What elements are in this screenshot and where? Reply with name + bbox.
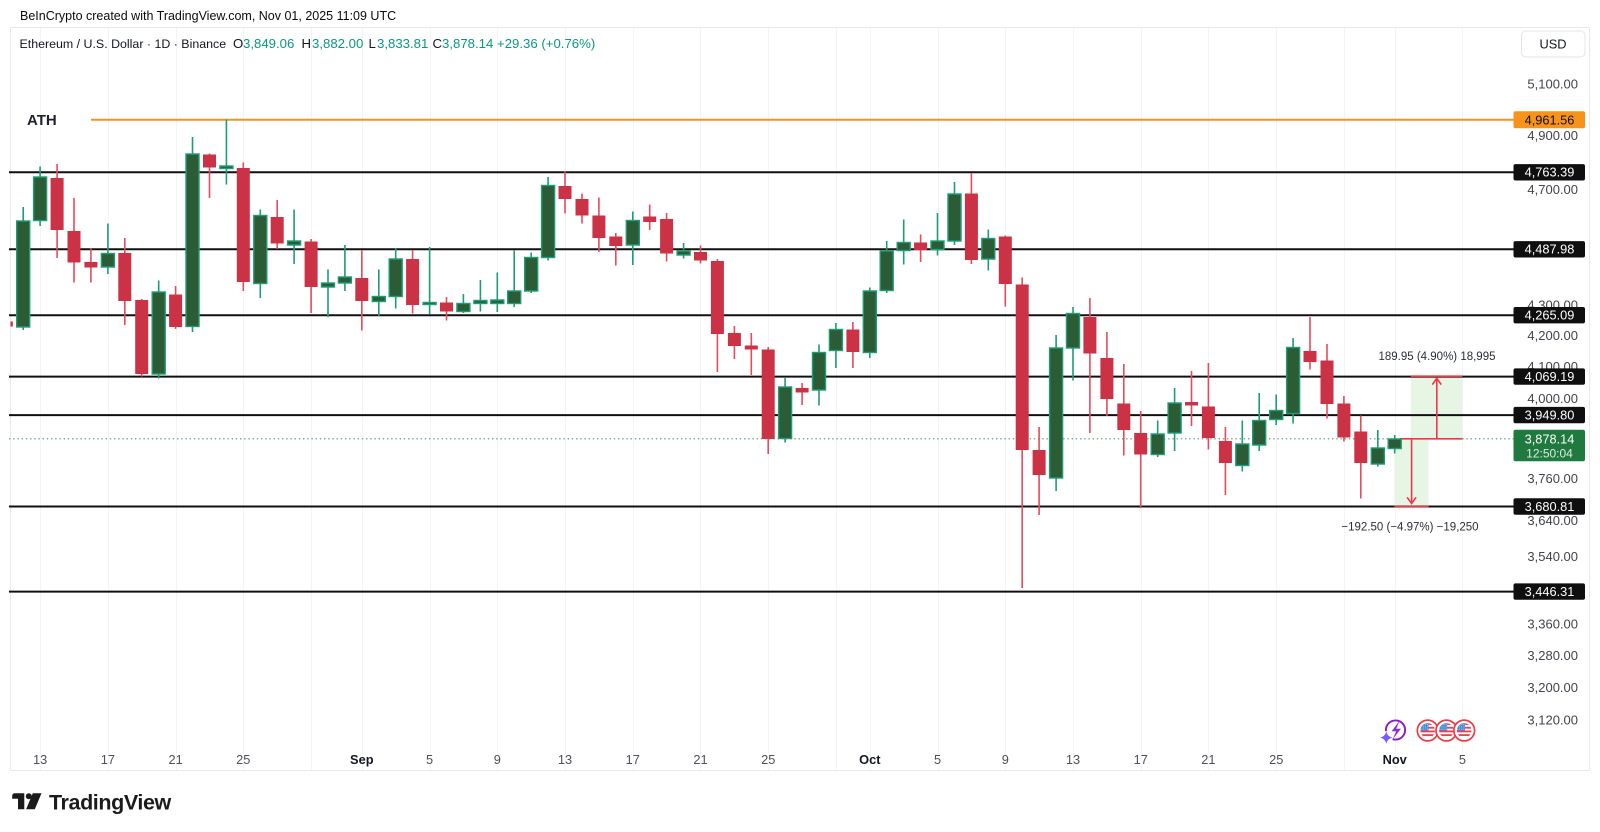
svg-text:12:50:04: 12:50:04 — [1526, 447, 1573, 461]
svg-text:Sep: Sep — [350, 752, 374, 767]
svg-text:3,949.80: 3,949.80 — [1525, 408, 1575, 423]
svg-text:5: 5 — [1459, 752, 1466, 767]
svg-text:H: H — [302, 36, 312, 51]
svg-text:13: 13 — [558, 752, 572, 767]
svg-text:9: 9 — [494, 752, 501, 767]
svg-text:3,280.00: 3,280.00 — [1527, 648, 1578, 663]
svg-text:17: 17 — [101, 752, 115, 767]
svg-text:+29.36 (+0.76%): +29.36 (+0.76%) — [497, 36, 595, 51]
svg-text:USD: USD — [1539, 36, 1566, 51]
svg-text:3,120.00: 3,120.00 — [1527, 713, 1578, 728]
svg-text:Ethereum / U.S. Dollar · 1D ·: Ethereum / U.S. Dollar · 1D · Binance — [20, 37, 227, 51]
svg-text:5: 5 — [426, 752, 433, 767]
svg-text:4,200.00: 4,200.00 — [1527, 328, 1578, 343]
svg-text:TradingView: TradingView — [49, 790, 172, 814]
svg-text:Oct: Oct — [859, 752, 881, 767]
svg-text:4,763.39: 4,763.39 — [1525, 165, 1575, 180]
svg-text:4,900.00: 4,900.00 — [1527, 128, 1578, 143]
svg-text:5,100.00: 5,100.00 — [1527, 76, 1578, 91]
svg-text:4,487.98: 4,487.98 — [1525, 242, 1575, 257]
svg-text:3,760.00: 3,760.00 — [1527, 471, 1578, 486]
svg-text:3,878.14: 3,878.14 — [442, 36, 493, 51]
svg-text:13: 13 — [33, 752, 47, 767]
svg-text:4,700.00: 4,700.00 — [1527, 182, 1578, 197]
svg-text:3,833.81: 3,833.81 — [377, 36, 428, 51]
svg-text:21: 21 — [693, 752, 707, 767]
svg-text:4,069.19: 4,069.19 — [1525, 369, 1575, 384]
svg-text:3,446.31: 3,446.31 — [1525, 584, 1575, 599]
svg-text:3,878.14: 3,878.14 — [1525, 431, 1575, 446]
svg-text:3,882.00: 3,882.00 — [312, 36, 363, 51]
svg-text:25: 25 — [236, 752, 250, 767]
svg-text:3,680.81: 3,680.81 — [1525, 499, 1575, 514]
svg-text:3,849.06: 3,849.06 — [243, 36, 294, 51]
svg-text:17: 17 — [1134, 752, 1148, 767]
svg-text:Nov: Nov — [1383, 752, 1408, 767]
svg-text:3,360.00: 3,360.00 — [1527, 617, 1578, 632]
svg-text:17: 17 — [626, 752, 640, 767]
svg-text:L: L — [369, 36, 376, 51]
svg-text:ATH: ATH — [27, 112, 57, 129]
svg-text:3,640.00: 3,640.00 — [1527, 513, 1578, 528]
svg-text:4,961.56: 4,961.56 — [1525, 112, 1575, 127]
svg-text:5: 5 — [934, 752, 941, 767]
svg-text:13: 13 — [1066, 752, 1080, 767]
svg-text:4,000.00: 4,000.00 — [1527, 391, 1578, 406]
svg-text:25: 25 — [1269, 752, 1283, 767]
svg-text:C: C — [433, 36, 443, 51]
svg-text:21: 21 — [1201, 752, 1215, 767]
svg-text:4,265.09: 4,265.09 — [1525, 308, 1575, 323]
svg-text:3,540.00: 3,540.00 — [1527, 549, 1578, 564]
svg-text:25: 25 — [761, 752, 775, 767]
svg-text:O: O — [233, 36, 243, 51]
svg-text:3,200.00: 3,200.00 — [1527, 680, 1578, 695]
svg-text:21: 21 — [168, 752, 182, 767]
svg-text:−192.50 (−4.97%) −19,250: −192.50 (−4.97%) −19,250 — [1341, 522, 1478, 534]
svg-text:189.95 (4.90%) 18,995: 189.95 (4.90%) 18,995 — [1378, 351, 1495, 363]
svg-text:BeInCrypto created with Tradin: BeInCrypto created with TradingView.com,… — [20, 9, 396, 23]
svg-text:9: 9 — [1002, 752, 1009, 767]
